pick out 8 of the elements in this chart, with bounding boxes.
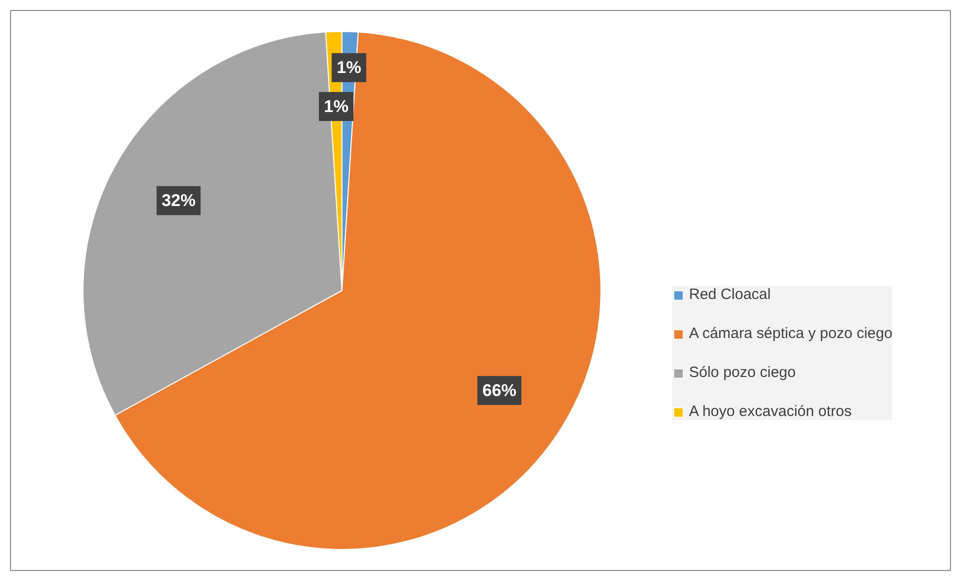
legend-label: A hoyo excavación otros xyxy=(689,403,852,420)
legend-label: Sólo pozo ciego xyxy=(689,364,796,381)
data-label: 1% xyxy=(336,58,362,78)
data-label: 1% xyxy=(324,97,348,116)
data-label: 32% xyxy=(162,191,196,210)
legend-label: Red Cloacal xyxy=(689,286,771,303)
data-label: 66% xyxy=(482,381,516,400)
legend-label: A cámara séptica y pozo ciego xyxy=(689,325,892,342)
